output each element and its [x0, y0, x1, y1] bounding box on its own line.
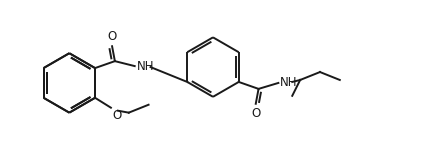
Text: O: O — [251, 107, 260, 120]
Text: NH: NH — [137, 60, 154, 73]
Text: O: O — [112, 109, 121, 122]
Text: NH: NH — [280, 76, 298, 89]
Text: O: O — [107, 30, 117, 43]
